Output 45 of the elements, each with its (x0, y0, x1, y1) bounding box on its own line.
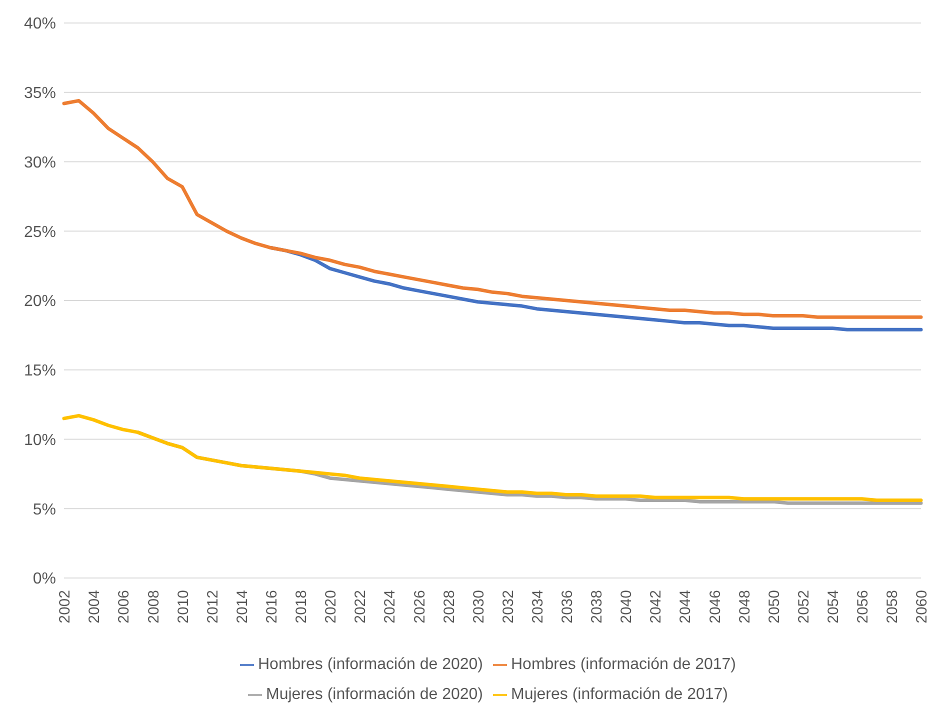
x-tick-label: 2028 (440, 590, 458, 624)
line-series (62, 98, 923, 319)
x-tick-label: 2004 (86, 590, 104, 624)
x-tick-label: 2018 (293, 590, 310, 624)
x-tick-label: 2014 (234, 590, 251, 624)
x-tick-label: 2056 (854, 590, 872, 624)
x-tick-label: 2050 (766, 590, 783, 624)
x-tick-label: 2034 (529, 590, 546, 624)
x-tick-label: 2010 (174, 590, 192, 624)
x-tick-label: 2006 (116, 590, 133, 624)
x-tick-label: 2008 (145, 590, 162, 624)
x-tick-label: 2046 (706, 590, 724, 624)
x-tick-label: 2026 (411, 590, 428, 624)
x-tick-label: 2040 (618, 590, 636, 624)
x-tick-label: 2012 (204, 590, 222, 624)
x-tick-label: 2030 (470, 590, 488, 624)
x-tick-label: 2058 (884, 590, 902, 624)
x-tick-label: 2024 (382, 590, 399, 624)
x-tick-label: 2016 (264, 590, 281, 624)
y-tick-label: 20% (24, 293, 56, 310)
x-tick-label: 2042 (648, 590, 665, 624)
x-tick-label: 2060 (914, 590, 929, 624)
x-tick-label: 2048 (736, 590, 754, 624)
y-tick-label: 35% (24, 85, 56, 102)
y-tick-label: 25% (24, 224, 56, 241)
y-tick-label: 0% (32, 570, 56, 588)
x-tick-label: 2002 (56, 590, 74, 624)
x-tick-label: 2054 (824, 590, 842, 624)
legend-label: Hombres (información de 2017) (511, 656, 736, 673)
x-tick-label: 2020 (322, 590, 340, 624)
legend-label: Mujeres (información de 2020) (266, 686, 483, 703)
line-series (62, 414, 923, 502)
y-tick-label: 40% (24, 16, 56, 33)
legend-label: Mujeres (información de 2017) (511, 686, 728, 703)
x-tick-label: 2052 (795, 590, 812, 624)
y-tick-label: 30% (24, 154, 56, 172)
y-tick-label: 5% (32, 501, 56, 518)
x-tick-label: 2044 (677, 590, 694, 624)
y-tick-label: 10% (24, 432, 56, 449)
legend-label: Hombres (información de 2020) (258, 656, 483, 673)
x-tick-label: 2032 (500, 590, 517, 624)
x-tick-label: 2022 (352, 590, 370, 624)
x-tick-label: 2036 (559, 590, 576, 624)
x-tick-label: 2038 (588, 590, 606, 624)
y-tick-label: 15% (24, 362, 56, 380)
